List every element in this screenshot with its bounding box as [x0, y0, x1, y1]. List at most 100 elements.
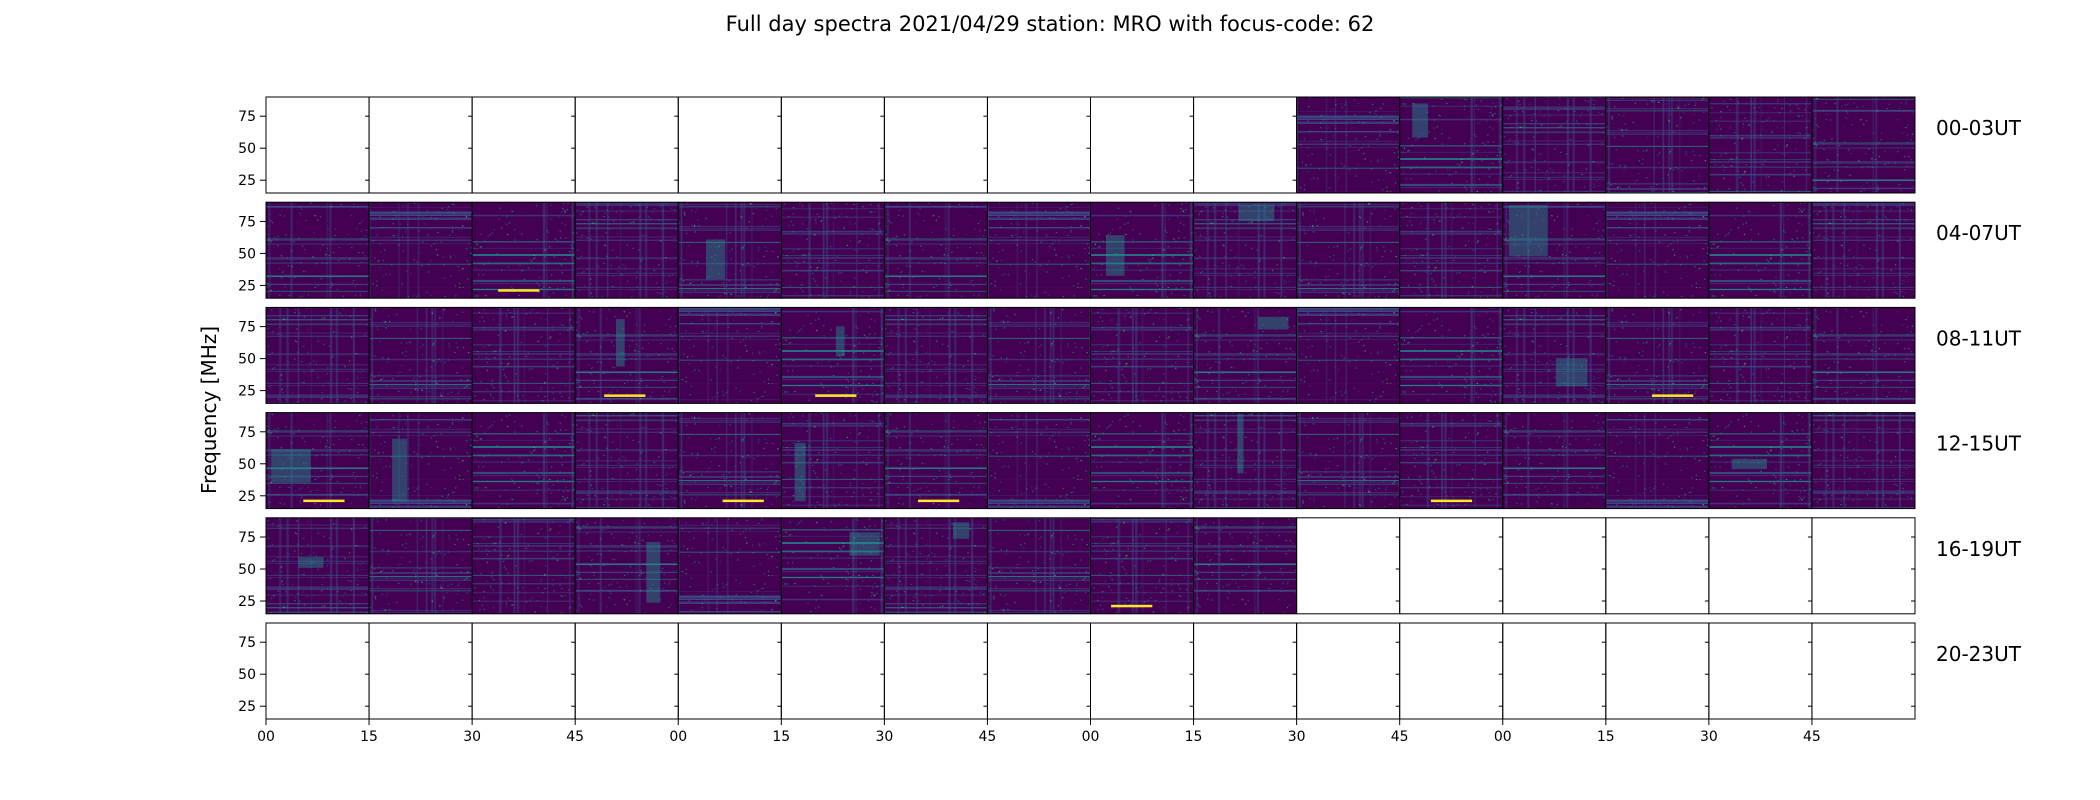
spectrum-panel [1090, 96, 1195, 194]
x-axis: 00 15 30 45 00 15 30 45 00 15 30 45 00 15 30 45 [257, 719, 1821, 745]
spectrogram [1708, 412, 1812, 509]
panel-frame [1811, 306, 1916, 404]
spectrum-panel [265, 201, 370, 299]
spectrum-panel [1502, 306, 1607, 404]
panel-frame [1605, 622, 1710, 720]
spectrum-panel [883, 622, 988, 720]
spectrum-panel [1296, 517, 1401, 615]
panel-row: 25 50 75 16-19UT [238, 517, 2022, 615]
spectrogram [1399, 202, 1503, 299]
bright-line [918, 499, 960, 503]
panel-frame [1502, 517, 1607, 615]
spectrogram [1296, 202, 1400, 299]
spectrogram [575, 412, 679, 509]
spectrum-panel [368, 201, 473, 299]
spectrum-panel [265, 517, 370, 615]
spectrum-panel [265, 622, 370, 720]
row-time-label: 04-07UT [1936, 221, 2022, 245]
bright-line [303, 499, 345, 503]
spectrum-panel [368, 622, 473, 720]
spectrum-panel [1399, 622, 1504, 720]
spectrogram [678, 412, 782, 509]
spectrogram [472, 412, 576, 509]
spectrum-panel [574, 201, 679, 299]
spectrum-panel [1090, 622, 1195, 720]
burst-feature [1237, 414, 1244, 474]
spectrum-panel [1399, 517, 1504, 615]
y-tick-label: 25 [238, 594, 256, 610]
bright-line [1430, 499, 1473, 503]
spectrum-panel [986, 517, 1091, 615]
spectrum-panel [574, 412, 679, 510]
burst-feature [271, 449, 311, 483]
spectrogram [884, 517, 988, 614]
spectrum-panel [677, 96, 782, 194]
row-time-label: 16-19UT [1936, 537, 2022, 561]
spectrum-panel [1811, 306, 1916, 404]
y-tick-label: 50 [238, 457, 256, 473]
spectrum-panel [883, 96, 988, 194]
spectrogram [1502, 412, 1606, 509]
spectrum-panel [1605, 96, 1710, 194]
spectrogram [1605, 97, 1709, 193]
spectrum-panel [1193, 517, 1298, 615]
spectrogram [1708, 307, 1812, 404]
spectrogram [1605, 412, 1709, 509]
row-time-label: 20-23UT [1936, 642, 2022, 666]
spectrum-panel [986, 622, 1091, 720]
panel-frame [574, 622, 679, 720]
spectrogram [1296, 307, 1400, 404]
panel-frame [471, 622, 576, 720]
burst-feature [1731, 458, 1767, 470]
panel-frame [1811, 622, 1916, 720]
panel-frame [368, 622, 473, 720]
panel-frame [1296, 517, 1401, 615]
y-tick-label: 75 [238, 425, 256, 441]
spectrogram [369, 412, 473, 509]
row-time-label: 12-15UT [1936, 432, 2022, 456]
spectrogram [266, 412, 370, 509]
panel-frame [1811, 412, 1916, 510]
panel-frame [677, 96, 782, 194]
spectrum-panel [780, 201, 885, 299]
x-tick-label: 00 [1494, 729, 1512, 745]
y-tick-label: 75 [238, 530, 256, 546]
spectrum-panel [780, 622, 885, 720]
spectrum-panel [1605, 622, 1710, 720]
spectrogram [1399, 97, 1503, 193]
spectrum-panel [677, 201, 782, 299]
spectrum-panel [1811, 96, 1916, 194]
burst-feature [953, 522, 970, 539]
spectrum-panel [1708, 96, 1813, 194]
spectrum-panel [1296, 412, 1401, 510]
spectrum-panel [1193, 306, 1298, 404]
spectrum-panel [883, 201, 988, 299]
spectrum-panel [1502, 412, 1607, 510]
panel-frame [1090, 96, 1195, 194]
spectrogram [1090, 307, 1194, 404]
spectrum-panel [1811, 622, 1916, 720]
spectrogram [369, 307, 473, 404]
spectrum-panel [780, 517, 885, 615]
spectrum-panel [1193, 412, 1298, 510]
spectrogram [781, 307, 885, 404]
burst-feature [1238, 204, 1275, 222]
y-tick-label: 75 [238, 214, 256, 230]
x-tick-label: 30 [463, 729, 481, 745]
spectrogram [1811, 412, 1915, 509]
panel-frame [265, 96, 370, 194]
row-time-label: 08-11UT [1936, 326, 2022, 350]
spectrum-panel [1296, 201, 1401, 299]
spectrum-panel [1296, 306, 1401, 404]
spectrum-panel [1193, 96, 1298, 194]
x-tick-label: 00 [669, 729, 687, 745]
y-tick-label: 25 [238, 489, 256, 505]
spectrum-panel [1605, 517, 1710, 615]
spectrogram [1090, 517, 1194, 614]
spectrum-panel [471, 96, 576, 194]
spectrogram [1502, 97, 1606, 193]
panel-frame [471, 96, 576, 194]
spectrogram [266, 202, 370, 299]
bright-line [815, 394, 857, 397]
